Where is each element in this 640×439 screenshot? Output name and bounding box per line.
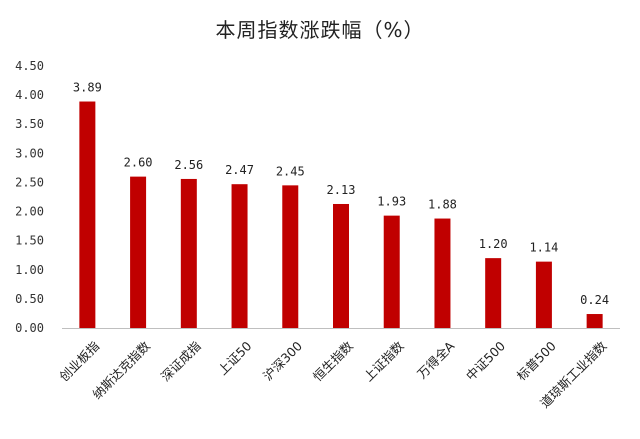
data-label: 2.56: [174, 158, 203, 172]
data-label: 1.20: [479, 237, 508, 251]
bar: [282, 185, 299, 328]
category-label: 沪深300: [260, 338, 305, 383]
bar: [79, 101, 96, 328]
category-label: 中证500: [463, 338, 508, 383]
data-labels: 3.89 2.60 2.56 2.47 2.45 2.13 1.93 1.88 1.20 1.14…: [73, 81, 609, 308]
bar: [130, 176, 147, 328]
bar: [333, 203, 349, 328]
y-tick-label: 0.50: [15, 292, 44, 306]
data-label: 0.24: [580, 293, 609, 307]
data-label: 2.60: [124, 156, 153, 170]
data-label: 1.93: [377, 195, 406, 209]
data-label: 2.13: [327, 183, 356, 197]
category-label: 创业板指: [56, 338, 102, 384]
data-label: 1.14: [529, 241, 558, 255]
y-tick-label: 1.00: [15, 263, 44, 277]
y-tick-label: 2.50: [15, 175, 44, 189]
bar: [434, 218, 451, 328]
data-label: 2.47: [225, 163, 254, 177]
category-label: 上证指数: [361, 338, 407, 384]
category-label: 恒生指数: [310, 338, 356, 384]
bars: [79, 101, 603, 328]
y-tick-label: 2.00: [15, 205, 44, 219]
bar: [383, 215, 400, 328]
y-tick-label: 3.50: [15, 117, 44, 131]
category-label: 万得全A: [414, 338, 457, 381]
y-axis-ticks: 0.00 0.50 1.00 1.50 2.00 2.50 3.00 3.50 4.00 4.50: [15, 59, 44, 335]
bar: [485, 258, 502, 328]
data-label: 2.45: [276, 164, 305, 178]
y-tick-label: 4.50: [15, 59, 44, 73]
chart-title: 本周指数涨跌幅（%）: [215, 18, 425, 42]
data-label: 3.89: [73, 81, 102, 95]
data-label: 1.88: [428, 198, 457, 212]
y-tick-label: 0.00: [15, 321, 44, 335]
category-label: 标普500: [514, 338, 559, 383]
bar: [586, 314, 603, 328]
y-tick-label: 1.50: [15, 234, 44, 248]
y-tick-label: 3.00: [15, 146, 44, 160]
bar: [180, 178, 197, 328]
bar: [535, 261, 552, 328]
y-tick-label: 4.00: [15, 88, 44, 102]
bar: [231, 184, 248, 328]
category-label: 上证50: [215, 338, 255, 378]
category-label: 深证成指: [158, 338, 204, 384]
